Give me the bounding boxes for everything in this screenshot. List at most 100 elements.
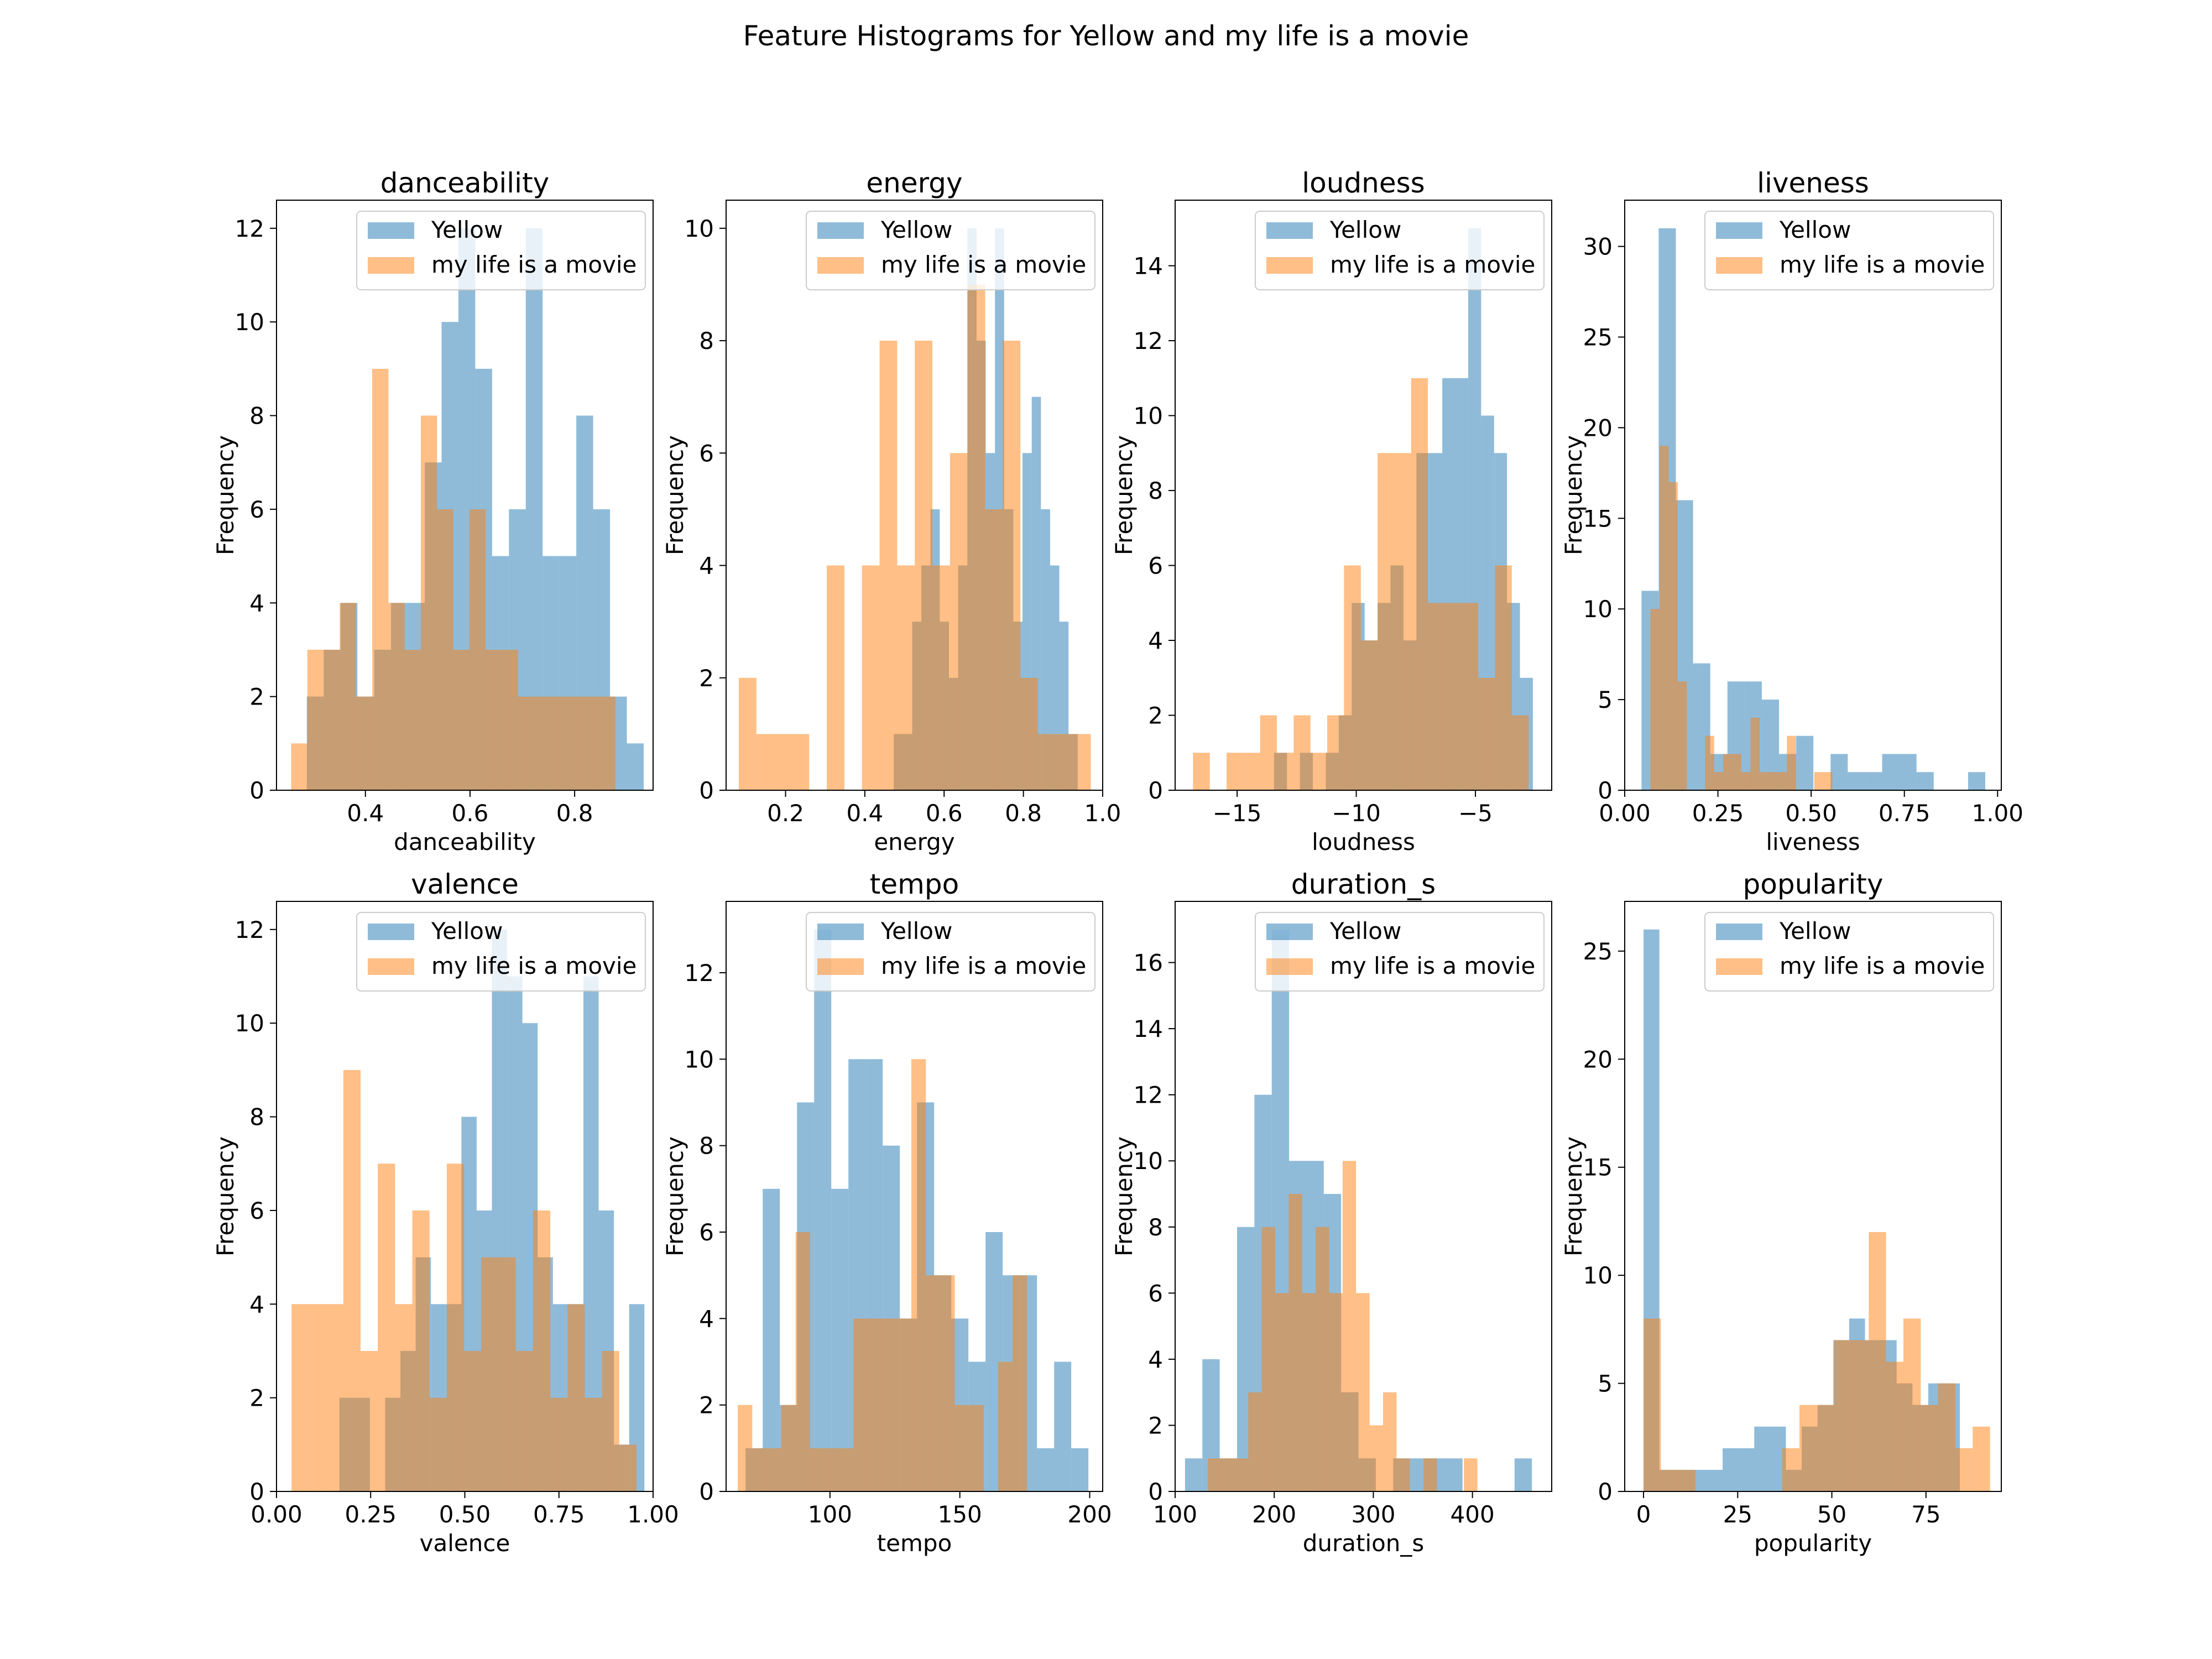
histogram-bar <box>1243 753 1260 790</box>
histogram-bar <box>1444 603 1462 790</box>
subplot-energy: 0.2 0.4 0.6 0.8 1.0 0 2 4 6 8 10 energy energy Freque… <box>661 167 1121 855</box>
histogram-bar <box>1677 681 1687 790</box>
y-tick-label: 14 <box>1134 253 1163 280</box>
y-tick-label: 6 <box>1148 1280 1163 1307</box>
y-tick-label: 16 <box>1134 950 1163 977</box>
y-tick-label: 4 <box>1148 1346 1163 1373</box>
histogram-bar <box>412 1210 430 1491</box>
y-tick-label: 6 <box>699 1219 714 1246</box>
x-axis-label: danceability <box>394 828 536 855</box>
legend-box <box>1704 211 1994 290</box>
bars <box>1644 929 1990 1491</box>
histogram-bar <box>766 1448 781 1491</box>
histogram-bar <box>515 1350 533 1491</box>
histogram-bar <box>1495 565 1512 790</box>
subplot-title: loudness <box>1302 167 1425 199</box>
histogram-bar <box>1316 1227 1329 1491</box>
histogram-bar <box>969 1405 984 1491</box>
histogram-bar <box>1344 565 1361 790</box>
histogram-bar <box>1478 677 1495 790</box>
x-tick-label: 0.75 <box>533 1501 585 1528</box>
histogram-bar <box>1834 1340 1851 1491</box>
axes-frame <box>1624 901 2002 1492</box>
histogram-bar <box>1782 1448 1799 1491</box>
histogram-bar <box>1750 717 1760 790</box>
y-axis-label: Frequency <box>661 435 688 555</box>
bars <box>291 228 644 790</box>
x-axis-label: popularity <box>1754 1530 1872 1557</box>
histogram-bar <box>429 1397 447 1491</box>
histogram-bar <box>1378 453 1395 790</box>
legend-swatch <box>368 257 414 274</box>
histogram-bar <box>1193 753 1210 790</box>
subplot-title: tempo <box>870 868 959 900</box>
histogram-bar <box>1288 1194 1302 1491</box>
histogram-bar <box>372 368 389 790</box>
histogram-bar <box>954 1405 969 1491</box>
histogram-bar <box>627 743 644 790</box>
histogram-bar <box>1383 1392 1397 1491</box>
x-axis-label: liveness <box>1766 828 1860 855</box>
subplot-tempo: 100 150 200 0 2 4 6 8 10 12 tempo tempo Frequency Yel… <box>661 868 1112 1557</box>
y-tick-label: 4 <box>699 552 714 580</box>
histogram-bar <box>309 1304 326 1491</box>
histogram-bar <box>1865 772 1882 790</box>
histogram-bar <box>1277 753 1294 790</box>
legend-swatch <box>1266 958 1313 975</box>
y-tick-label: 14 <box>1134 1015 1163 1042</box>
histogram-bar <box>1360 640 1378 790</box>
histogram-bar <box>1428 603 1445 790</box>
subplot-title: liveness <box>1757 167 1869 199</box>
histogram-bar <box>1705 735 1714 790</box>
subplot-liveness: 0.00 0.25 0.50 0.75 1.00 0 5 10 15 20 25 30 liveness… <box>1560 167 2023 855</box>
histogram-bar <box>1741 772 1751 790</box>
x-tick-label: 0.8 <box>556 800 593 827</box>
x-axis-label: loudness <box>1312 828 1415 855</box>
legend-box <box>1255 211 1545 290</box>
histogram-bar <box>1310 753 1328 790</box>
y-tick-label: 0 <box>1148 777 1163 804</box>
histogram-bar <box>1411 378 1428 790</box>
histogram-bar <box>404 649 421 790</box>
subplot-danceability: 0.4 0.6 0.8 0 2 4 6 8 10 12 danceability danceabili… <box>212 167 654 855</box>
legend-box <box>806 912 1095 992</box>
histogram-bar <box>1003 341 1021 790</box>
x-tick-label: 1.0 <box>1084 800 1121 827</box>
subplot-title: energy <box>866 167 962 199</box>
histogram-bar <box>481 1257 499 1491</box>
legend-swatch <box>817 222 864 239</box>
y-tick-label: 6 <box>249 1197 264 1224</box>
histogram-bar <box>1659 446 1669 790</box>
legend-swatch <box>817 924 864 940</box>
legend-label: my life is a movie <box>1330 251 1535 278</box>
legend-box <box>1255 912 1545 992</box>
histogram-bar <box>619 1444 637 1491</box>
histogram-bar <box>583 696 599 790</box>
histogram-bar <box>324 649 340 790</box>
y-tick-label: 30 <box>1583 233 1613 260</box>
legend: Yellow my life is a movie <box>356 912 646 992</box>
y-tick-label: 0 <box>1598 777 1613 804</box>
legend: Yellow my life is a movie <box>356 211 646 290</box>
subplot-loudness: −15 −10 −5 0 2 4 6 8 10 12 14 loudness loudness Frequ… <box>1110 167 1552 855</box>
histogram-bar <box>1185 1458 1203 1491</box>
legend-box <box>356 912 646 992</box>
legend-swatch <box>1716 257 1762 274</box>
y-tick-label: 12 <box>1134 327 1163 354</box>
histogram-bar <box>1329 1293 1343 1491</box>
x-tick-label: 0.25 <box>1692 800 1744 827</box>
x-tick-label: 0.25 <box>345 1501 397 1528</box>
histogram-bar <box>1461 603 1479 790</box>
y-tick-label: 12 <box>685 959 714 987</box>
histogram-bar <box>1787 735 1796 790</box>
legend-label: Yellow <box>1329 917 1401 945</box>
legend-swatch <box>1266 257 1313 274</box>
y-tick-label: 0 <box>249 1478 264 1505</box>
histogram-bar <box>1055 734 1073 790</box>
y-tick-label: 25 <box>1583 938 1613 965</box>
x-tick-label: 400 <box>1451 1501 1495 1528</box>
y-tick-label: 6 <box>249 496 264 523</box>
histogram-bar <box>326 1304 343 1491</box>
histogram-bar <box>1227 753 1244 790</box>
y-tick-label: 5 <box>1598 686 1613 713</box>
